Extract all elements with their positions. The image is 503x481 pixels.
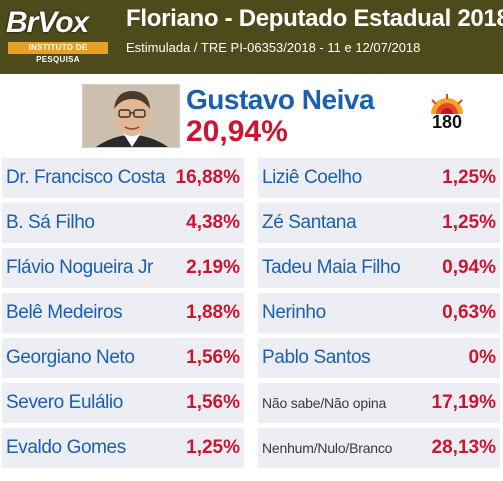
candidate-percent: 16,88% — [175, 167, 240, 188]
candidate-percent: 0% — [468, 347, 496, 368]
candidate-name: Dr. Francisco Costa — [6, 167, 166, 188]
option-row: Não sabe/Não opina 17,19% — [258, 383, 500, 423]
candidate-percent: 0,94% — [442, 257, 496, 278]
option-percent: 28,13% — [431, 437, 496, 458]
candidate-name: Pablo Santos — [262, 347, 371, 368]
page-subtitle: Estimulada / TRE PI-06353/2018 - 11 e 12… — [126, 40, 421, 55]
logo-text: BrVox — [6, 6, 89, 39]
candidate-row: Flávio Nogueira Jr 2,19% — [2, 248, 244, 288]
candidate-name: B. Sá Filho — [6, 212, 95, 233]
option-row: Nenhum/Nulo/Branco 28,13% — [258, 428, 500, 468]
candidate-row: Georgiano Neto 1,56% — [2, 338, 244, 378]
leader-panel: Gustavo Neiva 20,94% 180 — [0, 76, 503, 152]
candidate-name: Belê Medeiros — [6, 302, 123, 323]
sun-rays-graphic — [431, 94, 463, 114]
candidate-percent: 1,88% — [186, 302, 240, 323]
candidate-percent: 0,63% — [442, 302, 496, 323]
candidate-percent: 2,19% — [186, 257, 240, 278]
candidate-row: B. Sá Filho 4,38% — [2, 203, 244, 243]
candidate-percent: 1,56% — [186, 347, 240, 368]
candidate-row: Tadeu Maia Filho 0,94% — [258, 248, 500, 288]
candidate-row: Liziê Coelho 1,25% — [258, 158, 500, 198]
candidate-row: Dr. Francisco Costa 16,88% — [2, 158, 244, 198]
candidate-row: Nerinho 0,63% — [258, 293, 500, 333]
logo-subtitle: INSTITUTO DE PESQUISA — [8, 42, 108, 64]
option-percent: 17,19% — [431, 392, 496, 413]
candidate-percent: 4,38% — [186, 212, 240, 233]
option-name: Não sabe/Não opina — [262, 395, 387, 411]
candidate-name: Georgiano Neto — [6, 347, 135, 368]
leader-percent: 20,94% — [186, 115, 288, 148]
leader-name: Gustavo Neiva — [186, 84, 375, 115]
candidate-name: Nerinho — [262, 302, 326, 323]
candidate-percent: 1,25% — [442, 212, 496, 233]
candidate-percent: 1,25% — [186, 437, 240, 458]
candidate-row: Evaldo Gomes 1,25% — [2, 428, 244, 468]
candidate-name: Zé Santana — [262, 212, 357, 233]
candidate-row: Belê Medeiros 1,88% — [2, 293, 244, 333]
candidate-name: Severo Eulálio — [6, 392, 123, 413]
badge-number: 180 — [431, 112, 463, 132]
candidate-name: Tadeu Maia Filho — [262, 257, 401, 278]
candidate-percent: 1,25% — [442, 167, 496, 188]
candidate-photo-icon — [82, 84, 180, 148]
candidate-row: Pablo Santos 0% — [258, 338, 500, 378]
header-bar: BrVox INSTITUTO DE PESQUISA Floriano - D… — [0, 0, 503, 74]
option-name: Nenhum/Nulo/Branco — [262, 440, 393, 456]
candidate-row: Zé Santana 1,25% — [258, 203, 500, 243]
candidate-name: Flávio Nogueira Jr — [6, 257, 153, 278]
candidate-photo-graphic — [83, 85, 179, 147]
candidate-name: Evaldo Gomes — [6, 437, 126, 458]
candidate-name: Liziê Coelho — [262, 167, 362, 188]
page-title: Floriano - Deputado Estadual 2018 — [126, 5, 503, 32]
candidate-percent: 1,56% — [186, 392, 240, 413]
brvox-logo: BrVox INSTITUTO DE PESQUISA — [6, 6, 112, 64]
sun-logo-icon: 180 — [422, 92, 472, 132]
candidate-row: Severo Eulálio 1,56% — [2, 383, 244, 423]
